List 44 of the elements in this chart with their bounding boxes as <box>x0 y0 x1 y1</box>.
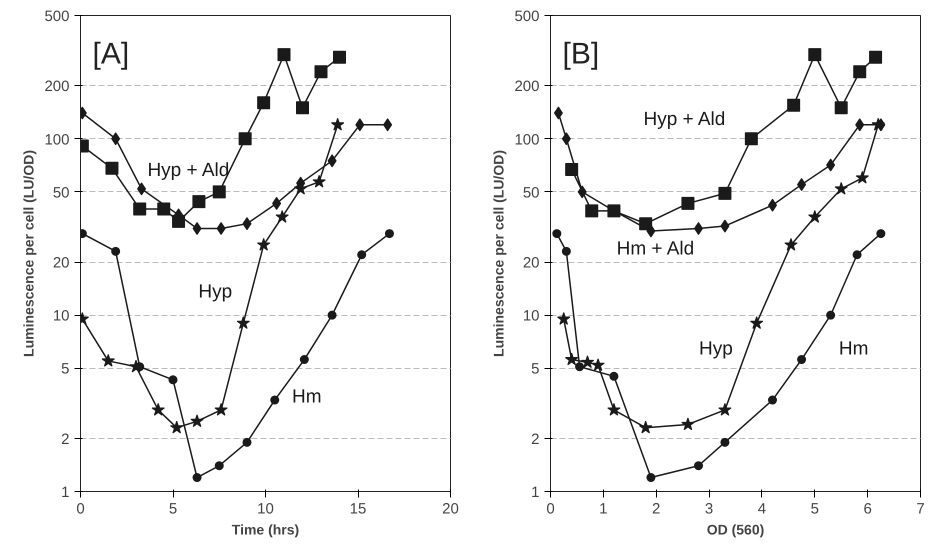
y-tick-label: 5 <box>531 360 540 378</box>
series-label: Hm + Ald <box>616 238 694 260</box>
annotation: [B] <box>562 38 600 70</box>
x-tick-label: 2 <box>652 500 660 518</box>
y-tick-label: 200 <box>44 78 70 96</box>
y-tick-label: 100 <box>44 131 70 148</box>
y-tick-label: 100 <box>514 131 540 148</box>
x-tick-label: 15 <box>350 500 366 518</box>
y-tick-label: 20 <box>52 254 70 272</box>
y-tick-label: 500 <box>514 8 540 25</box>
x-axis-title: OD (560) <box>706 522 764 538</box>
x-tick-label: 0 <box>76 500 85 518</box>
y-axis-title: Luminescence per cell (LU/OD) <box>490 150 506 357</box>
series-label: Hyp + Ald <box>147 160 230 182</box>
y-tick-label: 200 <box>514 78 540 96</box>
x-tick-label: 4 <box>758 500 766 518</box>
series-label: Hm <box>838 338 868 360</box>
x-axis-title: Time (hrs) <box>232 522 300 538</box>
x-tick-label: 5 <box>168 500 178 518</box>
x-tick-label: 6 <box>863 500 872 518</box>
series-label: Hyp + Ald <box>643 108 726 130</box>
y-tick-label: 20 <box>522 254 540 272</box>
y-tick-label: 10 <box>522 308 540 325</box>
y-tick-label: 500 <box>44 8 70 25</box>
annotation: [A] <box>92 38 130 70</box>
y-axis-title: Luminescence per cell (LU/OD) <box>20 150 36 357</box>
y-tick-label: 50 <box>52 184 70 202</box>
y-tick-label: 1 <box>531 484 540 501</box>
x-tick-label: 5 <box>810 500 819 518</box>
x-tick-label: 7 <box>916 500 925 518</box>
y-tick-label: 50 <box>522 184 540 202</box>
series-label: Hyp <box>198 282 232 303</box>
x-tick-label: 20 <box>442 500 459 518</box>
y-tick-label: 2 <box>61 430 70 448</box>
x-tick-label: 0 <box>546 500 555 518</box>
y-tick-label: 1 <box>61 484 70 501</box>
x-tick-label: 10 <box>257 500 274 518</box>
x-tick-label: 3 <box>704 500 714 518</box>
x-tick-label: 1 <box>599 500 608 518</box>
y-tick-label: 10 <box>52 308 70 325</box>
y-tick-label: 2 <box>531 430 540 448</box>
series-label: Hm <box>292 386 322 408</box>
series-label: Hyp <box>699 338 733 360</box>
y-tick-label: 5 <box>61 360 70 378</box>
